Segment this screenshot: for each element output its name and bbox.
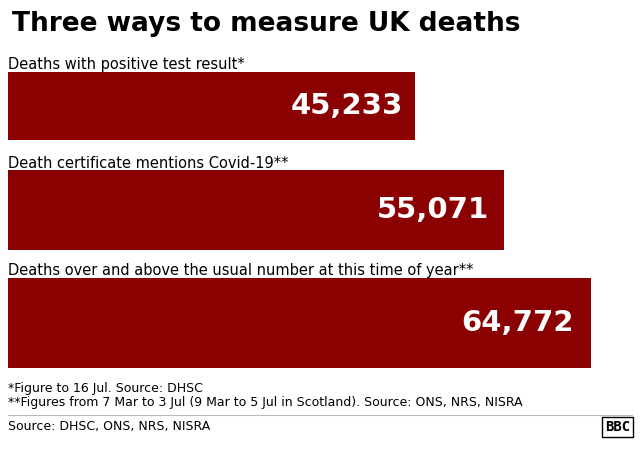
Text: BBC: BBC (605, 420, 630, 434)
Text: *Figure to 16 Jul. Source: DHSC: *Figure to 16 Jul. Source: DHSC (8, 382, 203, 395)
Text: Source: DHSC, ONS, NRS, NISRA: Source: DHSC, ONS, NRS, NISRA (8, 420, 211, 433)
Text: 45,233: 45,233 (291, 92, 403, 120)
Text: 64,772: 64,772 (461, 309, 573, 337)
Text: 55,071: 55,071 (376, 196, 489, 224)
Text: Three ways to measure UK deaths: Three ways to measure UK deaths (12, 11, 520, 37)
Text: **Figures from 7 Mar to 3 Jul (9 Mar to 5 Jul in Scotland). Source: ONS, NRS, NI: **Figures from 7 Mar to 3 Jul (9 Mar to … (8, 396, 523, 409)
Text: Death certificate mentions Covid-19**: Death certificate mentions Covid-19** (8, 156, 289, 171)
Text: Deaths with positive test result*: Deaths with positive test result* (8, 57, 244, 72)
Text: Deaths over and above the usual number at this time of year**: Deaths over and above the usual number a… (8, 263, 474, 278)
